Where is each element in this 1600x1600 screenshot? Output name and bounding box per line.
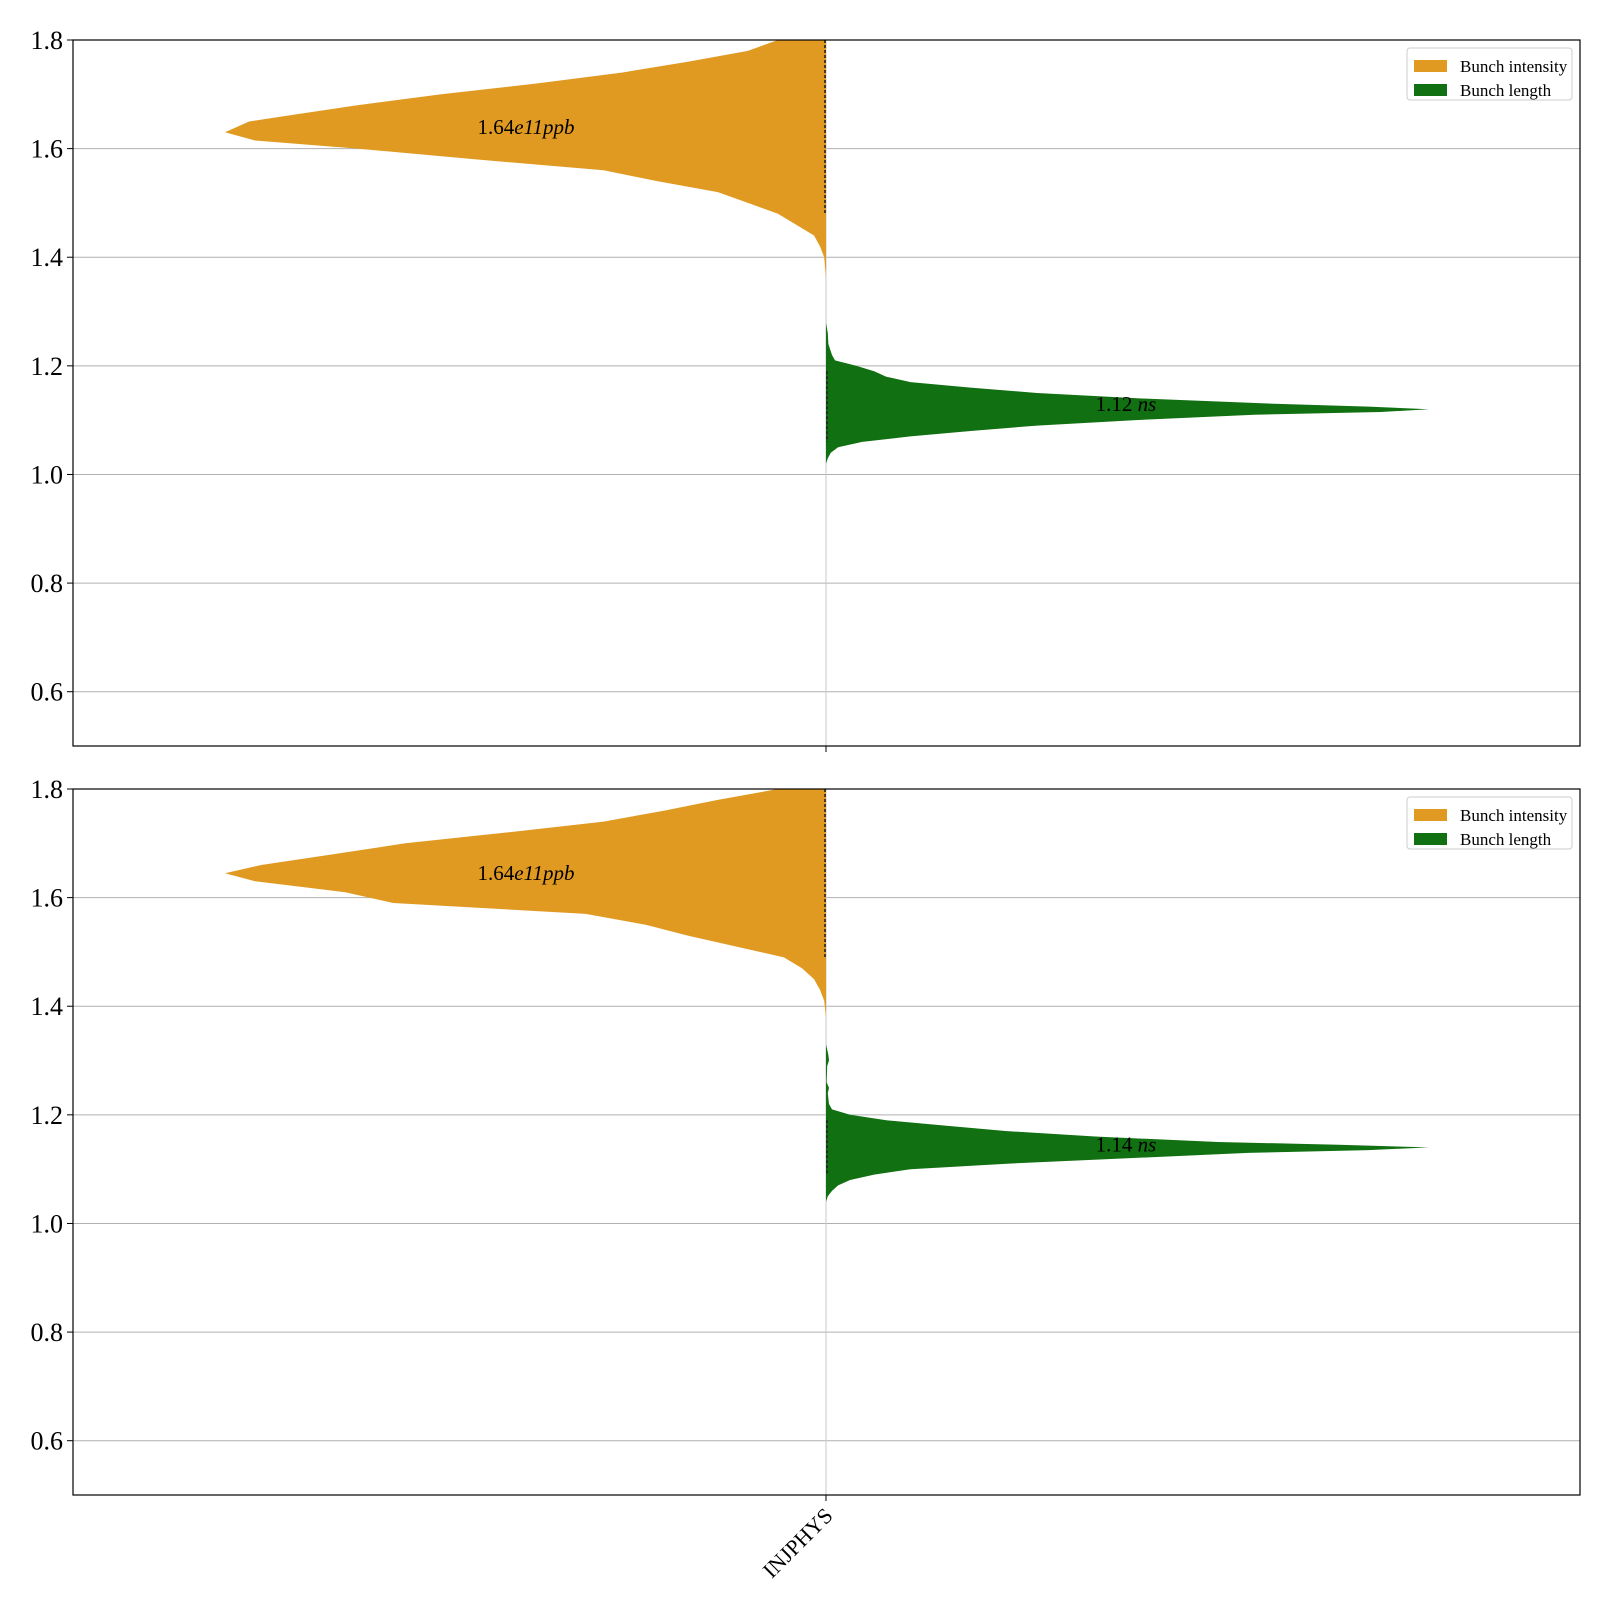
violin-annotation: 1.64e11ppb — [477, 115, 574, 139]
y-tick-label: 1.0 — [31, 460, 64, 489]
y-tick-label: 1.0 — [31, 1209, 64, 1238]
violin-left-bunch-intensity — [225, 40, 826, 279]
legend-label: Bunch length — [1460, 81, 1552, 100]
legend-swatch — [1414, 833, 1447, 845]
legend-label: Bunch length — [1460, 830, 1552, 849]
legend-label: Bunch intensity — [1460, 806, 1568, 825]
violin-left-bunch-intensity — [225, 789, 826, 1018]
legend-swatch — [1414, 60, 1447, 72]
legend-box — [1406, 47, 1573, 101]
violin-annotation: 1.64e11ppb — [477, 861, 574, 885]
y-tick-label: 1.8 — [31, 775, 64, 804]
legend: Bunch intensity Bunch length — [1406, 47, 1573, 101]
annotation-unit: ns — [1138, 392, 1157, 416]
y-tick-label: 1.8 — [31, 26, 64, 55]
y-tick-label: 1.6 — [31, 884, 64, 913]
chart-panel-1: 0.6 0.8 1.0 1.2 1.4 1.6 1.8 1.64e11ppb 1.12 ns Bu… — [31, 26, 1581, 752]
legend-label: Bunch intensity — [1460, 57, 1568, 76]
y-tick-label: 1.2 — [31, 352, 64, 381]
y-tick-label: 0.6 — [31, 1427, 64, 1456]
x-tick-label: INJPHYS — [758, 1503, 838, 1583]
annotation-unit: e11ppb — [514, 861, 574, 885]
annotation-unit: ns — [1138, 1133, 1157, 1157]
legend-swatch — [1414, 809, 1447, 821]
axes-frame — [72, 788, 1581, 1496]
violin-group — [225, 40, 1429, 464]
axes-frame — [72, 39, 1581, 747]
violin-annotation: 1.12 ns — [1096, 392, 1157, 416]
annotation-value: 1.64 — [477, 861, 514, 885]
annotation-value: 1.12 — [1096, 392, 1138, 416]
annotation-value: 1.64 — [477, 115, 514, 139]
y-tick-label: 1.2 — [31, 1101, 64, 1130]
y-tick-label: 0.8 — [31, 569, 64, 598]
y-tick-label: 1.6 — [31, 135, 64, 164]
violin-annotation: 1.14 ns — [1096, 1133, 1157, 1157]
violin-group — [225, 789, 1429, 1202]
violin-right-bunch-length — [826, 1044, 1429, 1202]
y-tick-label: 0.6 — [31, 678, 64, 707]
legend-box — [1406, 796, 1573, 850]
annotation-value: 1.14 — [1096, 1133, 1138, 1157]
y-tick-label: 1.4 — [31, 243, 64, 272]
annotation-unit: e11ppb — [514, 115, 574, 139]
violin-right-bunch-length — [826, 322, 1429, 464]
legend-swatch — [1414, 84, 1447, 96]
legend: Bunch intensity Bunch length — [1406, 796, 1573, 850]
y-tick-label: 1.4 — [31, 992, 64, 1021]
y-tick-label: 0.8 — [31, 1318, 64, 1347]
chart-panel-2: 0.6 0.8 1.0 1.2 1.4 1.6 1.8 1.64e11ppb 1.14 ns Bu… — [31, 775, 1581, 1583]
